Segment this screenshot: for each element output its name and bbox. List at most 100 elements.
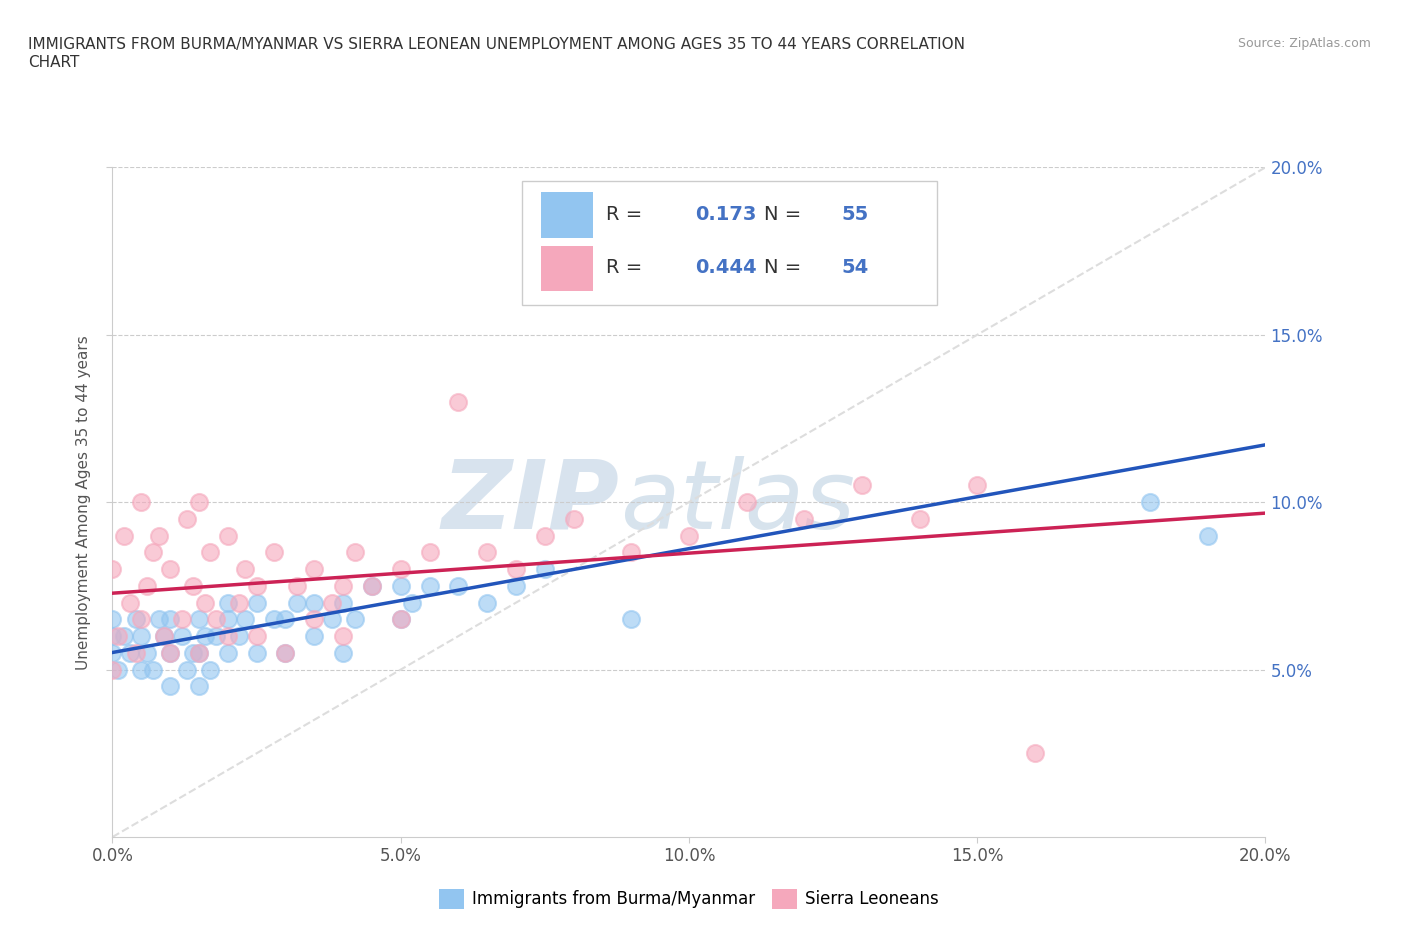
Point bbox=[200, 545, 222, 560]
Point bbox=[112, 528, 135, 543]
Point bbox=[447, 394, 470, 409]
Point bbox=[475, 595, 498, 610]
Point bbox=[274, 645, 297, 660]
Point bbox=[129, 662, 153, 677]
Point bbox=[233, 612, 256, 627]
Point bbox=[136, 645, 159, 660]
Point bbox=[360, 578, 382, 593]
Point bbox=[245, 595, 267, 610]
Point bbox=[124, 645, 146, 660]
Point bbox=[228, 595, 250, 610]
Text: 54: 54 bbox=[841, 259, 869, 277]
Point bbox=[343, 612, 366, 627]
Point bbox=[1024, 746, 1046, 761]
Point bbox=[304, 562, 326, 577]
Point bbox=[1197, 528, 1219, 543]
Point bbox=[118, 595, 141, 610]
Point bbox=[136, 578, 159, 593]
Point bbox=[447, 578, 470, 593]
Point bbox=[129, 612, 153, 627]
Text: N =: N = bbox=[763, 205, 807, 224]
Legend: Immigrants from Burma/Myanmar, Sierra Leoneans: Immigrants from Burma/Myanmar, Sierra Le… bbox=[432, 882, 946, 916]
Point bbox=[101, 662, 124, 677]
Point bbox=[332, 645, 354, 660]
Point bbox=[233, 562, 256, 577]
Text: N =: N = bbox=[763, 259, 807, 277]
Point bbox=[735, 495, 758, 510]
Point bbox=[533, 528, 555, 543]
Point bbox=[194, 629, 217, 644]
Point bbox=[851, 478, 873, 493]
Text: 55: 55 bbox=[841, 205, 869, 224]
Point bbox=[159, 562, 181, 577]
Point bbox=[285, 578, 308, 593]
Point bbox=[118, 645, 141, 660]
Point bbox=[217, 629, 239, 644]
Point bbox=[112, 629, 135, 644]
Point bbox=[142, 545, 165, 560]
Point bbox=[475, 545, 498, 560]
Point bbox=[194, 595, 217, 610]
Point bbox=[966, 478, 988, 493]
Point bbox=[304, 612, 326, 627]
Point bbox=[304, 629, 326, 644]
Point bbox=[205, 612, 228, 627]
Point bbox=[401, 595, 423, 610]
Point bbox=[505, 562, 527, 577]
Point bbox=[107, 629, 129, 644]
Point bbox=[321, 612, 343, 627]
Point bbox=[332, 595, 354, 610]
Point bbox=[419, 578, 441, 593]
Point bbox=[274, 645, 297, 660]
Point bbox=[620, 612, 643, 627]
Point bbox=[389, 578, 412, 593]
Point bbox=[101, 612, 124, 627]
Point bbox=[245, 629, 267, 644]
Point bbox=[188, 495, 211, 510]
Text: atlas: atlas bbox=[620, 456, 855, 549]
Point bbox=[153, 629, 176, 644]
Point bbox=[245, 645, 267, 660]
Point bbox=[245, 578, 267, 593]
Point bbox=[129, 629, 153, 644]
Point bbox=[389, 562, 412, 577]
Point bbox=[285, 595, 308, 610]
Point bbox=[217, 595, 239, 610]
Point bbox=[170, 629, 193, 644]
Point bbox=[217, 528, 239, 543]
Point bbox=[188, 645, 211, 660]
Point bbox=[129, 495, 153, 510]
Point bbox=[263, 545, 285, 560]
Point bbox=[389, 612, 412, 627]
Point bbox=[159, 645, 181, 660]
Point bbox=[263, 612, 285, 627]
Point bbox=[1139, 495, 1161, 510]
Point bbox=[620, 545, 643, 560]
Text: 0.444: 0.444 bbox=[695, 259, 756, 277]
Point bbox=[419, 545, 441, 560]
Point bbox=[304, 595, 326, 610]
Point bbox=[321, 595, 343, 610]
Text: Source: ZipAtlas.com: Source: ZipAtlas.com bbox=[1237, 37, 1371, 50]
Point bbox=[148, 528, 170, 543]
Text: R =: R = bbox=[606, 205, 648, 224]
Point bbox=[101, 629, 124, 644]
Point bbox=[343, 545, 366, 560]
Text: R =: R = bbox=[606, 259, 648, 277]
Point bbox=[148, 612, 170, 627]
Point bbox=[217, 612, 239, 627]
Point bbox=[389, 612, 412, 627]
Point bbox=[793, 512, 815, 526]
Y-axis label: Unemployment Among Ages 35 to 44 years: Unemployment Among Ages 35 to 44 years bbox=[76, 335, 91, 670]
Point bbox=[176, 662, 198, 677]
Point bbox=[332, 578, 354, 593]
Bar bbox=[541, 193, 593, 238]
Point bbox=[274, 612, 297, 627]
Point bbox=[205, 629, 228, 644]
Point bbox=[176, 512, 198, 526]
Point bbox=[188, 679, 211, 694]
Point bbox=[101, 562, 124, 577]
Point bbox=[188, 645, 211, 660]
Point bbox=[188, 612, 211, 627]
Text: 0.173: 0.173 bbox=[695, 205, 756, 224]
